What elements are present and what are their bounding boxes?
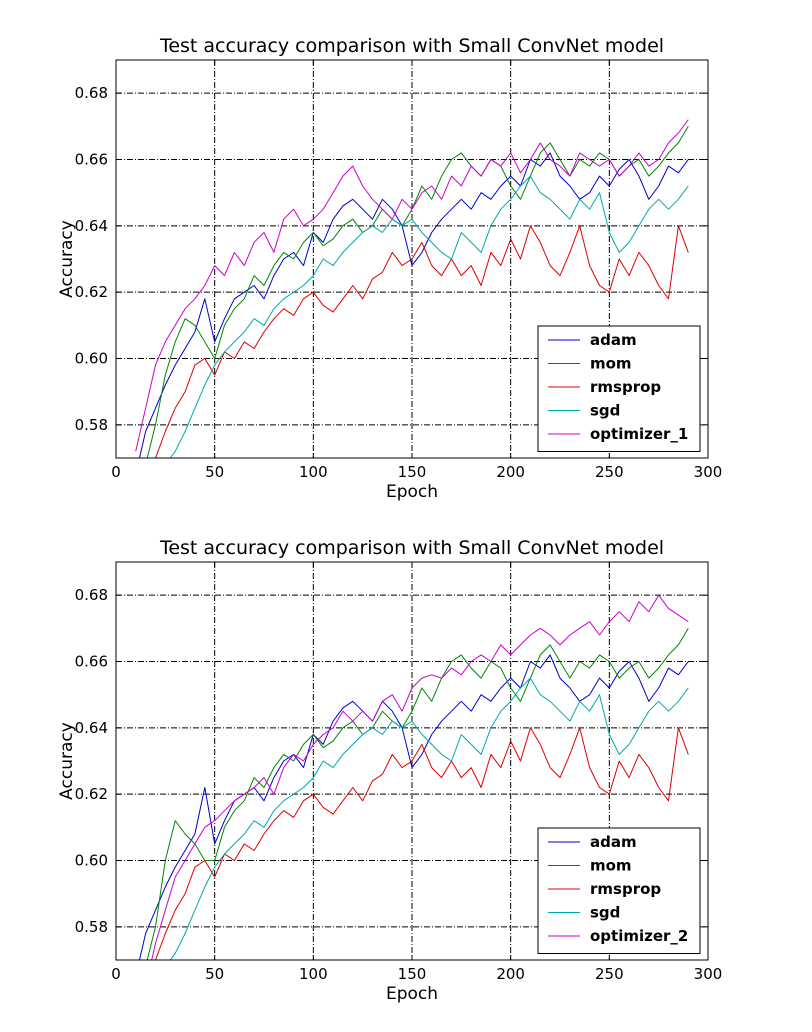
legend-label: rmsprop (590, 880, 661, 898)
legend-label: adam (590, 833, 637, 851)
y-tick-label: 0.58 (75, 416, 108, 434)
series-line-rmsprop (154, 727, 689, 960)
chart-title: Test accuracy comparison with Small Conv… (159, 35, 664, 57)
legend-label: mom (590, 857, 632, 875)
legend-label: optimizer_2 (590, 927, 688, 945)
series-line-adam (138, 152, 689, 458)
legend: adam mom rmsprop sgd optimizer_2 (537, 827, 701, 954)
legend-label: sgd (590, 402, 620, 420)
chart-top: Test accuracy comparison with Small Conv… (57, 35, 723, 502)
y-axis-label: Accuracy (57, 220, 77, 298)
legend-label: sgd (590, 904, 620, 922)
x-tick-label: 0 (111, 965, 121, 983)
legend-box (537, 827, 701, 954)
x-tick-label: 300 (694, 965, 723, 983)
chart-title: Test accuracy comparison with Small Conv… (159, 537, 664, 559)
series-line-mom (146, 628, 689, 960)
series-line-sgd (169, 175, 689, 458)
y-tick-label: 0.62 (75, 283, 108, 301)
legend: adam mom rmsprop sgd optimizer_1 (537, 325, 701, 452)
y-tick-label: 0.64 (75, 217, 108, 235)
legend-label: mom (590, 355, 632, 373)
y-axis-label: Accuracy (57, 722, 77, 800)
plot-area (135, 119, 689, 458)
x-tick-label: 0 (111, 463, 121, 481)
series-line-adam (138, 654, 689, 960)
x-tick-label: 200 (496, 463, 525, 481)
x-tick-label: 250 (595, 965, 624, 983)
y-tick-label: 0.60 (75, 350, 108, 368)
x-tick-label: 250 (595, 463, 624, 481)
y-tick-label: 0.66 (75, 653, 108, 671)
x-axis-label: Epoch (386, 482, 438, 502)
x-tick-label: 50 (205, 463, 224, 481)
y-tick-label: 0.68 (75, 586, 108, 604)
x-tick-label: 300 (694, 463, 723, 481)
y-tick-label: 0.60 (75, 852, 108, 870)
x-tick-label: 100 (299, 965, 328, 983)
series-line-optimizer_1 (135, 119, 689, 452)
legend-box (537, 325, 701, 452)
x-tick-label: 100 (299, 463, 328, 481)
x-tick-label: 150 (398, 965, 427, 983)
plot-area (138, 594, 689, 960)
chart-bottom: Test accuracy comparison with Small Conv… (57, 537, 723, 1004)
y-tick-label: 0.66 (75, 151, 108, 169)
series-line-sgd (169, 677, 689, 960)
legend-label: rmsprop (590, 378, 661, 396)
series-line-rmsprop (154, 225, 689, 458)
legend-label: adam (590, 331, 637, 349)
x-tick-label: 50 (205, 965, 224, 983)
y-tick-label: 0.64 (75, 719, 108, 737)
legend-label: optimizer_1 (590, 425, 688, 443)
y-tick-label: 0.58 (75, 918, 108, 936)
y-tick-label: 0.68 (75, 84, 108, 102)
y-tick-label: 0.62 (75, 785, 108, 803)
x-axis-label: Epoch (386, 984, 438, 1004)
x-tick-label: 200 (496, 965, 525, 983)
series-line-optimizer_2 (151, 594, 689, 960)
x-tick-label: 150 (398, 463, 427, 481)
